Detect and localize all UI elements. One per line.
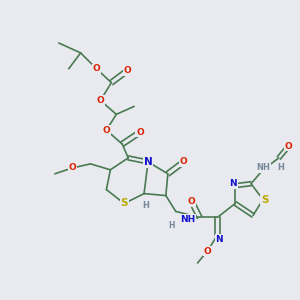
Text: S: S (121, 199, 128, 208)
Text: O: O (188, 197, 196, 206)
Text: NH: NH (180, 215, 195, 224)
Text: N: N (215, 235, 223, 244)
Text: O: O (123, 66, 131, 75)
Text: O: O (93, 64, 101, 73)
Text: H: H (277, 163, 284, 172)
Text: O: O (180, 158, 188, 166)
Text: O: O (136, 128, 144, 137)
Text: O: O (204, 247, 211, 256)
Text: O: O (97, 96, 104, 105)
Text: O: O (285, 142, 292, 151)
Text: S: S (261, 194, 269, 205)
Text: NH: NH (256, 163, 270, 172)
Text: O: O (69, 163, 76, 172)
Text: H: H (142, 201, 149, 210)
Text: N: N (144, 157, 152, 167)
Text: H: H (169, 221, 175, 230)
Text: N: N (230, 179, 237, 188)
Text: O: O (103, 126, 110, 135)
